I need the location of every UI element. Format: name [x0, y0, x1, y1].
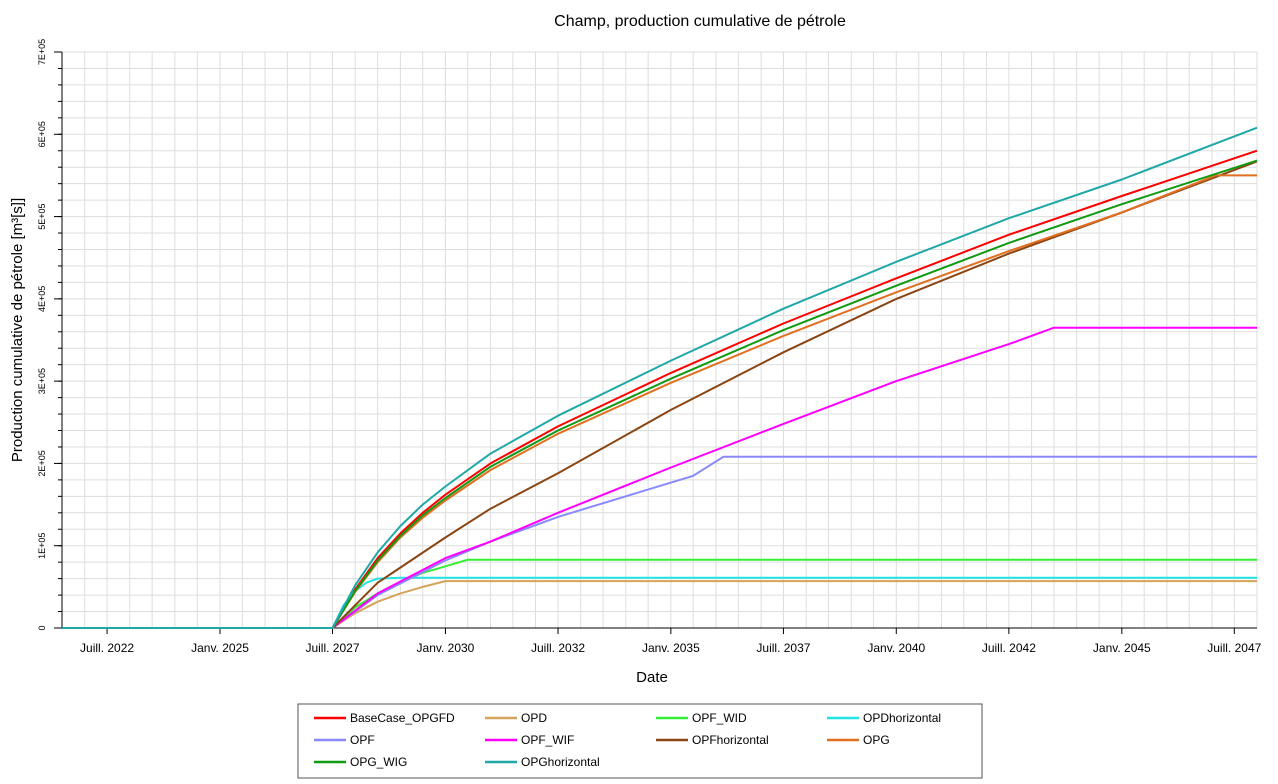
y-tick-label: 4E+05	[37, 286, 47, 312]
series-line	[62, 160, 1258, 629]
series-line	[62, 576, 1257, 629]
legend-box	[297, 703, 983, 779]
legend-label: OPDhorizontal	[863, 711, 941, 725]
x-tick-label: Juill. 2027	[305, 641, 359, 655]
legend-label: OPG_WIG	[350, 755, 407, 769]
legend-label: OPF_WID	[692, 711, 747, 725]
series-line	[62, 126, 1258, 629]
series-line	[62, 159, 1258, 629]
y-tick-label: 7E+05	[37, 39, 47, 65]
series-line	[62, 558, 1257, 629]
y-tick-label: 2E+05	[37, 450, 47, 476]
x-tick-label: Juill. 2032	[531, 641, 585, 655]
x-tick-label: Janv. 2035	[642, 641, 700, 655]
x-tick-label: Janv. 2045	[1093, 641, 1151, 655]
x-tick-label: Juill. 2047	[1207, 641, 1261, 655]
x-axis-ticks: Juill. 2022 Janv. 2025 Juill. 2027 Janv. 20…	[80, 628, 1262, 655]
chart-title: Champ, production cumulative de pétrole	[554, 13, 846, 30]
y-tick-label: 1E+05	[37, 533, 47, 559]
legend-label: OPF	[350, 733, 375, 747]
plot-frame	[61, 52, 1257, 629]
series-line	[62, 149, 1258, 629]
y-tick-label: 5E+05	[37, 203, 47, 229]
x-tick-label: Juill. 2022	[80, 641, 134, 655]
series-line	[62, 455, 1257, 629]
legend-label: OPGhorizontal	[521, 755, 600, 769]
legend-label: OPD	[521, 711, 547, 725]
x-tick-label: Janv. 2025	[191, 641, 249, 655]
y-tick-label: 6E+05	[37, 121, 47, 147]
grid	[61, 51, 1258, 629]
series-line	[62, 580, 1257, 629]
y-axis-label: Production cumulative de pétrole [m³[s]]	[9, 198, 26, 462]
x-tick-label: Janv. 2030	[417, 641, 475, 655]
x-tick-label: Juill. 2037	[756, 641, 810, 655]
legend-label: OPF_WIF	[521, 733, 574, 747]
legend-label: OPG	[863, 733, 890, 747]
series-line	[62, 326, 1257, 629]
legend: BaseCase_OPGFD OPD OPF_WID OPDhorizontal OPF…	[297, 703, 983, 779]
y-axis-ticks: 0 1E+05 2E+05 3E+05 4E+05 5E+05 6E+05 7E+05	[37, 39, 62, 631]
legend-label: BaseCase_OPGFD	[350, 711, 455, 725]
x-tick-label: Juill. 2042	[982, 641, 1036, 655]
y-tick-label: 3E+05	[37, 368, 47, 394]
y-tick-label: 0	[37, 625, 47, 630]
x-axis-label: Date	[636, 669, 668, 686]
x-tick-label: Janv. 2040	[867, 641, 925, 655]
legend-label: OPFhorizontal	[692, 733, 769, 747]
series-lines	[62, 126, 1258, 629]
